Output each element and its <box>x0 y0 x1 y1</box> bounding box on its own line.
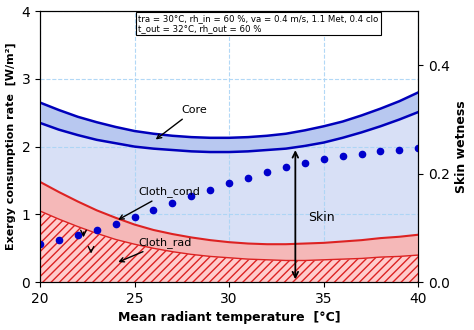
Y-axis label: Exergy consumption rate  [W/m²]: Exergy consumption rate [W/m²] <box>6 43 16 250</box>
Text: tra = 30°C, rh_in = 60 %, va = 0.4 m/s, 1.1 Met, 0.4 clo
t_out = 32°C, rh_out = : tra = 30°C, rh_in = 60 %, va = 0.4 m/s, … <box>138 14 379 33</box>
X-axis label: Mean radiant temperature  [°C]: Mean radiant temperature [°C] <box>118 312 340 324</box>
Y-axis label: Skin wetness: Skin wetness <box>456 100 468 193</box>
Text: Cloth_cond: Cloth_cond <box>119 186 200 219</box>
Text: Core: Core <box>157 105 208 139</box>
Text: Skin: Skin <box>309 211 335 224</box>
Text: Cloth_rad: Cloth_rad <box>119 237 191 262</box>
